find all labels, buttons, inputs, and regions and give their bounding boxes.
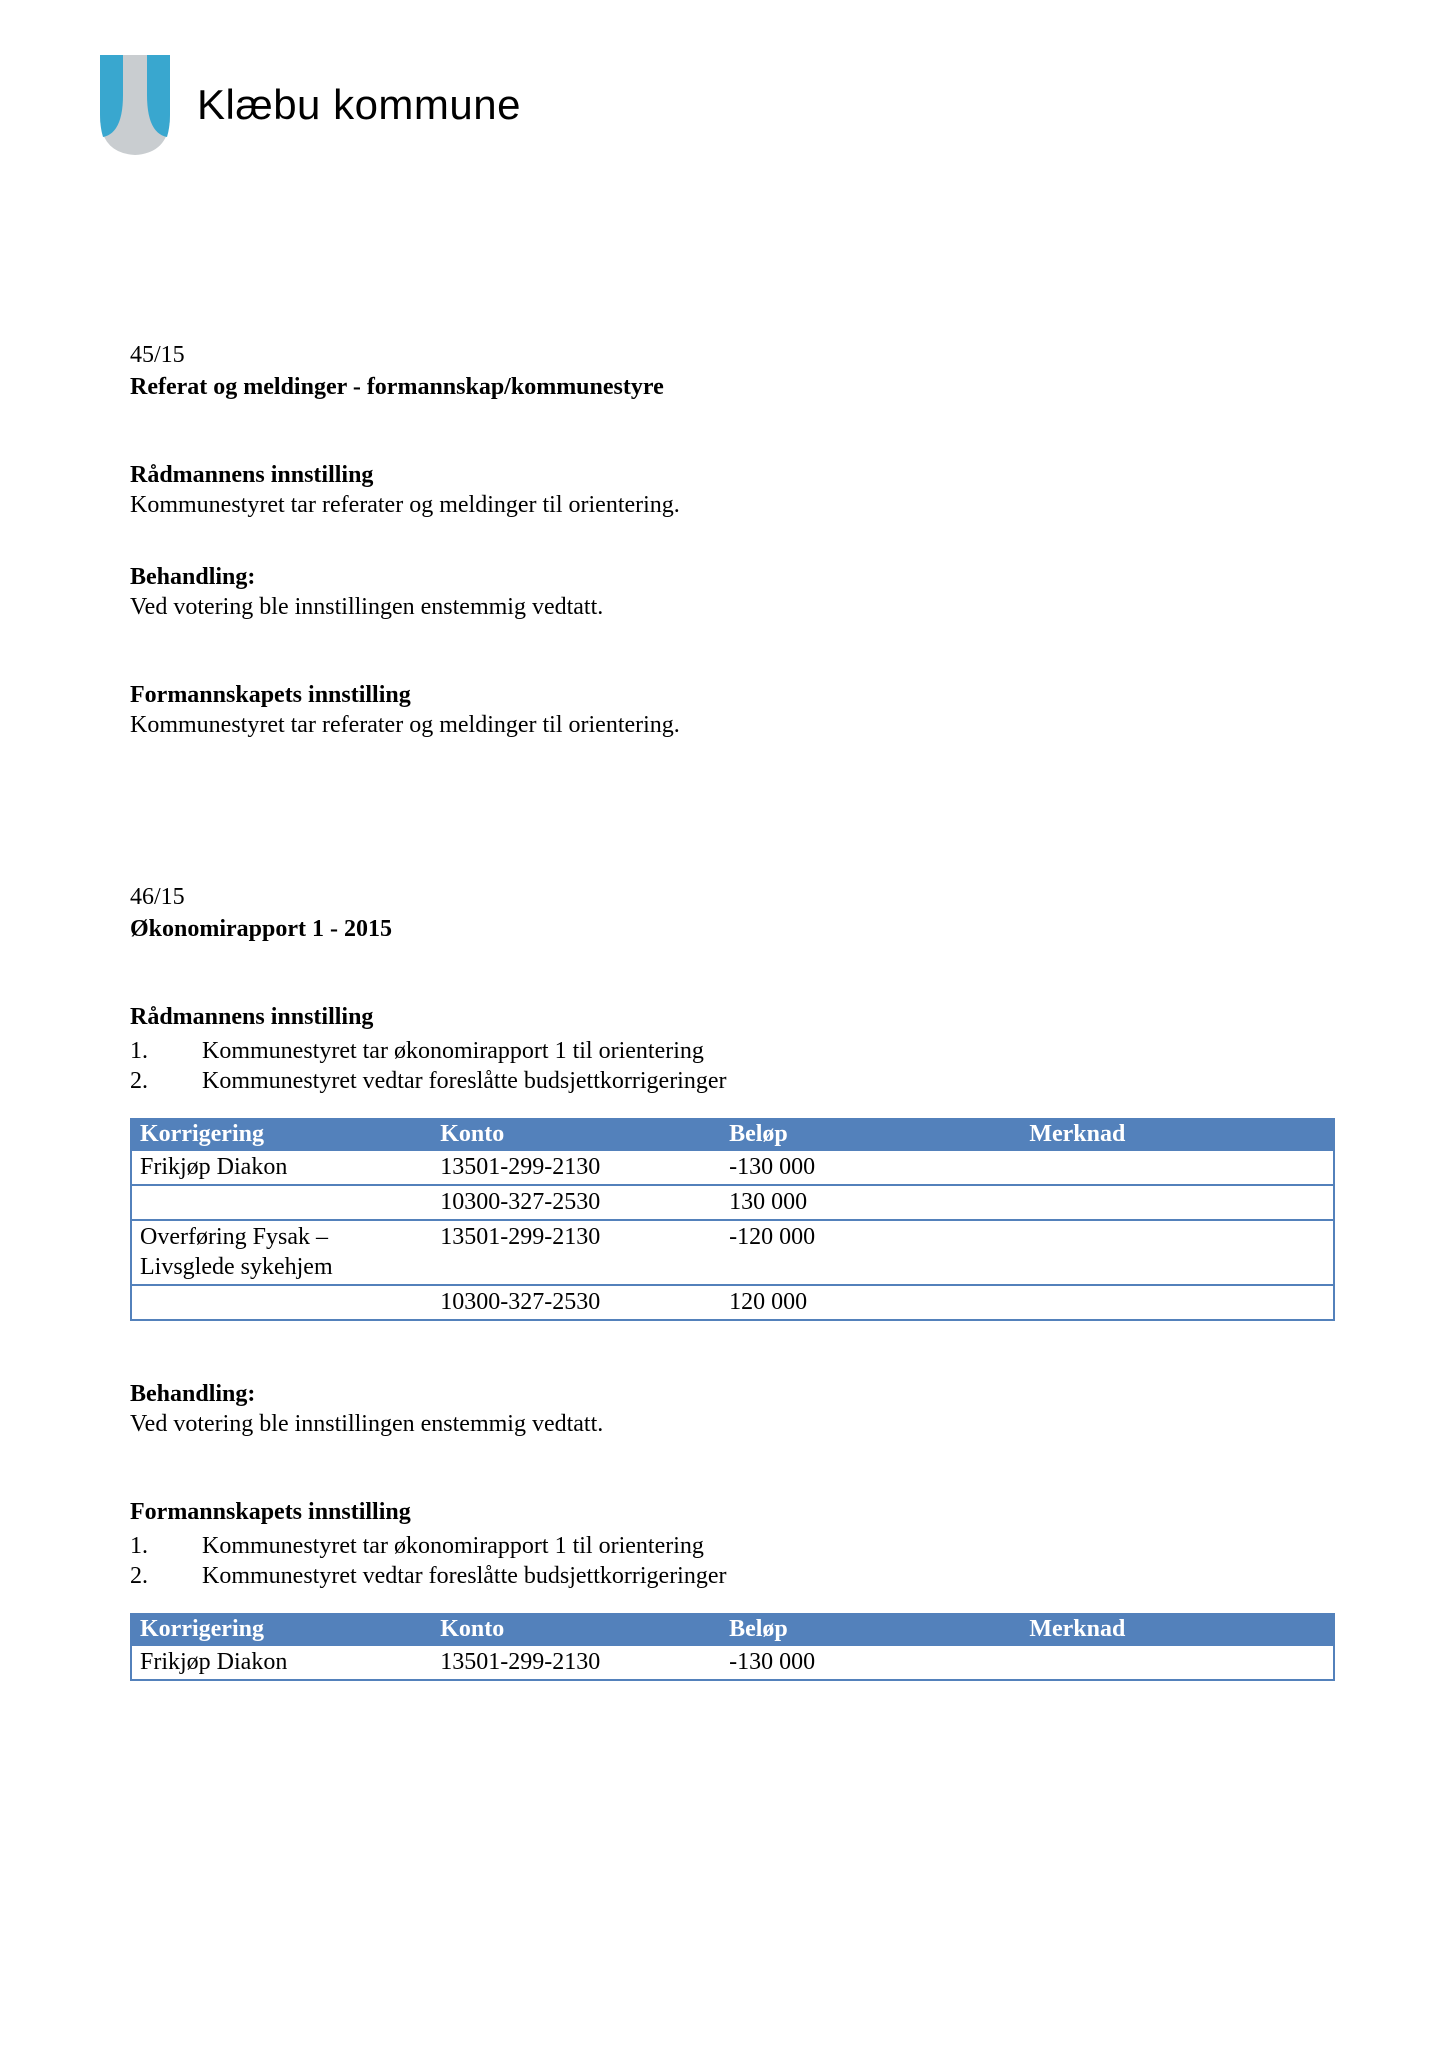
corrections-table: Korrigering Konto Beløp Merknad Frikjøp … [130, 1118, 1335, 1321]
col-korrigering: Korrigering [131, 1613, 432, 1646]
cell-korrigering: Frikjøp Diakon [131, 1646, 432, 1680]
list-number: 2. [130, 1066, 202, 1096]
coat-of-arms-icon [95, 55, 175, 155]
list-item: 2. Kommunestyret vedtar foreslåtte budsj… [130, 1066, 1335, 1096]
cell-merknad [1021, 1285, 1334, 1320]
cell-korrigering: Overføring Fysak – Livsglede sykehjem [131, 1220, 432, 1285]
col-merknad: Merknad [1021, 1118, 1334, 1151]
cell-belop: 120 000 [721, 1285, 1021, 1320]
list-text: Kommunestyret tar økonomirapport 1 til o… [202, 1531, 704, 1561]
cell-belop: -120 000 [721, 1220, 1021, 1285]
col-korrigering: Korrigering [131, 1118, 432, 1151]
list-item: 2. Kommunestyret vedtar foreslåtte budsj… [130, 1561, 1335, 1591]
table-row: 10300-327-2530 130 000 [131, 1185, 1334, 1220]
document-body: 45/15 Referat og meldinger - formannskap… [95, 340, 1345, 1681]
col-belop: Beløp [721, 1613, 1021, 1646]
col-konto: Konto [432, 1118, 721, 1151]
cell-korrigering [131, 1185, 432, 1220]
list-text: Kommunestyret tar økonomirapport 1 til o… [202, 1036, 704, 1066]
numbered-list: 1. Kommunestyret tar økonomirapport 1 ti… [130, 1036, 1335, 1096]
table-row: Frikjøp Diakon 13501-299-2130 -130 000 [131, 1151, 1334, 1185]
formannskap-heading: Formannskapets innstilling [130, 680, 1335, 710]
case-title: Referat og meldinger - formannskap/kommu… [130, 372, 1335, 402]
numbered-list: 1. Kommunestyret tar økonomirapport 1 ti… [130, 1531, 1335, 1591]
col-merknad: Merknad [1021, 1613, 1334, 1646]
table-header-row: Korrigering Konto Beløp Merknad [131, 1118, 1334, 1151]
cell-merknad [1021, 1151, 1334, 1185]
radmannens-heading: Rådmannens innstilling [130, 460, 1335, 490]
list-number: 1. [130, 1036, 202, 1066]
radmannens-text: Kommunestyret tar referater og meldinger… [130, 490, 1335, 520]
cell-merknad [1021, 1220, 1334, 1285]
cell-konto: 10300-327-2530 [432, 1185, 721, 1220]
list-text: Kommunestyret vedtar foreslåtte budsjett… [202, 1066, 727, 1096]
cell-merknad [1021, 1646, 1334, 1680]
cell-konto: 13501-299-2130 [432, 1220, 721, 1285]
cell-belop: -130 000 [721, 1151, 1021, 1185]
formannskap-heading: Formannskapets innstilling [130, 1497, 1335, 1527]
col-konto: Konto [432, 1613, 721, 1646]
radmannens-heading: Rådmannens innstilling [130, 1002, 1335, 1032]
table-row: Overføring Fysak – Livsglede sykehjem 13… [131, 1220, 1334, 1285]
behandling-text: Ved votering ble innstillingen enstemmig… [130, 592, 1335, 622]
cell-belop: -130 000 [721, 1646, 1021, 1680]
cell-konto: 10300-327-2530 [432, 1285, 721, 1320]
cell-konto: 13501-299-2130 [432, 1151, 721, 1185]
cell-korrigering: Frikjøp Diakon [131, 1151, 432, 1185]
cell-konto: 13501-299-2130 [432, 1646, 721, 1680]
cell-merknad [1021, 1185, 1334, 1220]
list-number: 2. [130, 1561, 202, 1591]
table-row: Frikjøp Diakon 13501-299-2130 -130 000 [131, 1646, 1334, 1680]
table-row: 10300-327-2530 120 000 [131, 1285, 1334, 1320]
list-item: 1. Kommunestyret tar økonomirapport 1 ti… [130, 1036, 1335, 1066]
behandling-text: Ved votering ble innstillingen enstemmig… [130, 1409, 1335, 1439]
list-item: 1. Kommunestyret tar økonomirapport 1 ti… [130, 1531, 1335, 1561]
case-number: 46/15 [130, 882, 1335, 912]
behandling-heading: Behandling: [130, 562, 1335, 592]
case-number: 45/15 [130, 340, 1335, 370]
list-number: 1. [130, 1531, 202, 1561]
corrections-table: Korrigering Konto Beløp Merknad Frikjøp … [130, 1613, 1335, 1681]
list-text: Kommunestyret vedtar foreslåtte budsjett… [202, 1561, 727, 1591]
org-name: Klæbu kommune [197, 81, 521, 129]
table-header-row: Korrigering Konto Beløp Merknad [131, 1613, 1334, 1646]
behandling-heading: Behandling: [130, 1379, 1335, 1409]
case-title: Økonomirapport 1 - 2015 [130, 914, 1335, 944]
cell-korrigering [131, 1285, 432, 1320]
formannskap-text: Kommunestyret tar referater og meldinger… [130, 710, 1335, 740]
letterhead: Klæbu kommune [95, 55, 1345, 155]
cell-belop: 130 000 [721, 1185, 1021, 1220]
document-page: Klæbu kommune 45/15 Referat og meldinger… [0, 0, 1440, 2048]
col-belop: Beløp [721, 1118, 1021, 1151]
